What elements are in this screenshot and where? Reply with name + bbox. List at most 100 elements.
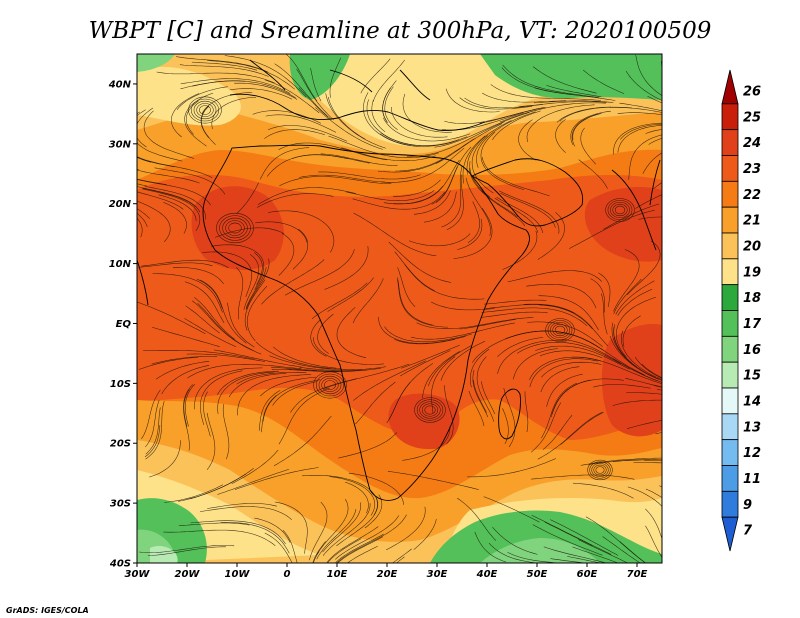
- streamline: [472, 370, 489, 418]
- streamline-vortex: [589, 461, 611, 479]
- streamline: [207, 60, 295, 90]
- streamline: [540, 366, 580, 393]
- streamline: [227, 302, 255, 348]
- latitude-axis: 40N 30N 20N 10N EQ 10S 20S 30S 40S: [108, 79, 137, 570]
- streamline: [578, 159, 608, 189]
- streamline: [377, 159, 444, 173]
- streamline: [296, 68, 334, 121]
- streamline: [355, 381, 396, 425]
- streamline: [184, 281, 225, 323]
- lon-tick-label: 40E: [476, 569, 498, 580]
- streamline: [645, 129, 662, 134]
- streamline-vortex: [321, 378, 339, 392]
- streamline: [317, 313, 334, 354]
- streamline: [625, 71, 662, 101]
- streamline: [470, 348, 490, 388]
- streamline: [543, 546, 608, 563]
- colorbar-label: 20: [743, 239, 761, 254]
- streamline: [534, 87, 616, 101]
- streamline: [322, 502, 361, 553]
- streamline: [573, 482, 634, 499]
- streamline: [183, 388, 190, 428]
- streamline: [267, 125, 348, 142]
- streamline: [538, 295, 599, 331]
- streamline: [397, 267, 416, 307]
- streamline: [622, 315, 641, 347]
- streamline: [413, 518, 437, 550]
- streamline: [616, 296, 657, 358]
- streamline: [348, 472, 404, 505]
- streamline: [352, 278, 384, 324]
- colorbar-label: 9: [743, 498, 752, 513]
- streamline: [472, 330, 550, 363]
- streamline: [526, 284, 597, 309]
- streamline: [467, 458, 557, 478]
- streamline: [217, 371, 275, 414]
- streamline: [260, 376, 317, 397]
- streamline: [137, 179, 211, 206]
- streamline: [625, 378, 662, 388]
- streamline: [137, 156, 213, 178]
- streamline: [598, 272, 611, 308]
- streamline: [324, 245, 369, 290]
- streamline: [336, 307, 367, 358]
- streamline: [572, 546, 619, 563]
- streamline: [626, 392, 662, 395]
- streamline: [615, 280, 655, 315]
- streamline: [206, 412, 216, 470]
- longitude-axis: 30W 20W 10W 0 10E 20E 30E 40E 50E 60E 70E: [125, 563, 648, 580]
- lon-tick-label: 0: [284, 569, 291, 580]
- streamline: [383, 159, 460, 205]
- streamline: [502, 408, 509, 444]
- streamline: [217, 469, 289, 495]
- streamline: [621, 330, 657, 378]
- streamline: [469, 168, 526, 227]
- streamline: [476, 111, 536, 168]
- streamline: [224, 55, 307, 98]
- streamline: [539, 350, 603, 359]
- streamline: [653, 182, 662, 189]
- streamline: [201, 92, 253, 115]
- streamline: [609, 335, 660, 380]
- streamline: [602, 536, 641, 563]
- streamline: [424, 191, 457, 223]
- streamline: [481, 381, 496, 415]
- streamline: [556, 106, 612, 123]
- streamline: [234, 467, 319, 490]
- streamline-vortex: [607, 200, 633, 220]
- streamline: [648, 137, 662, 145]
- streamline: [611, 322, 638, 368]
- streamline: [627, 240, 661, 296]
- streamline: [194, 297, 235, 340]
- colorbar-swatch: [721, 155, 739, 182]
- streamline: [259, 147, 310, 180]
- streamline: [173, 267, 224, 285]
- streamline: [567, 556, 602, 563]
- streamline: [546, 85, 602, 98]
- streamline: [190, 520, 286, 545]
- streamline: [185, 100, 199, 135]
- streamline: [580, 127, 597, 165]
- lat-tick-label: 10S: [110, 379, 131, 390]
- streamline: [535, 345, 630, 370]
- streamline: [638, 216, 662, 220]
- streamline: [137, 191, 184, 210]
- lon-tick-label: 20W: [175, 569, 201, 580]
- streamline: [571, 356, 662, 384]
- streamline-vortex: [612, 203, 628, 217]
- streamline: [298, 87, 328, 118]
- streamline: [137, 156, 175, 168]
- streamline: [247, 285, 268, 342]
- streamline: [311, 282, 368, 320]
- streamline: [466, 120, 512, 175]
- streamline: [431, 356, 456, 414]
- streamline: [325, 93, 386, 149]
- colorbar-swatch: [721, 129, 739, 156]
- streamline: [394, 339, 455, 345]
- streamline: [138, 262, 213, 268]
- streamline: [416, 317, 534, 329]
- streamline: [137, 217, 143, 238]
- streamline: [411, 322, 515, 340]
- streamline: [207, 503, 277, 509]
- streamline: [502, 64, 600, 98]
